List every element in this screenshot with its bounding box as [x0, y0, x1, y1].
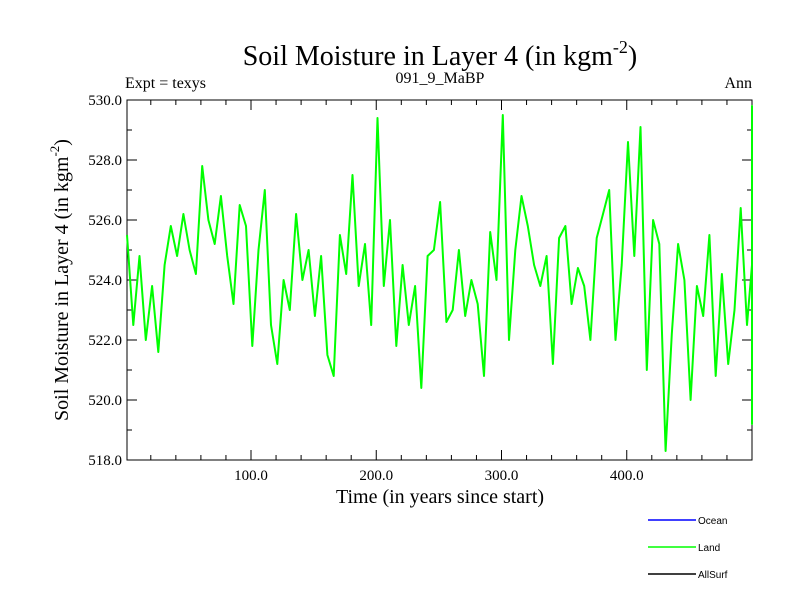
x-tick-label: 100.0 [234, 468, 268, 484]
chart-title: Soil Moisture in Layer 4 (in kgm-2) [243, 37, 638, 72]
y-tick-label: 518.0 [88, 453, 122, 469]
season-label: Ann [724, 75, 752, 92]
x-tick-label: 300.0 [485, 468, 519, 484]
series-line-land [126, 105, 753, 452]
run-label: 091_9_MaBP [396, 70, 485, 87]
y-tick-label: 522.0 [88, 333, 122, 349]
x-tick-label: 400.0 [610, 468, 644, 484]
legend-label-ocean: Ocean [698, 516, 727, 527]
y-axis: 518.0 520.0 522.0 524.0 526.0 528.0 530.0 [88, 93, 752, 469]
x-tick-label: 200.0 [359, 468, 393, 484]
legend-label-land: Land [698, 543, 720, 554]
legend: Ocean Land AllSurf [648, 516, 728, 581]
y-tick-label: 528.0 [88, 153, 122, 169]
y-tick-label: 526.0 [88, 213, 122, 229]
y-axis-label: Soil Moisture in Layer 4 (in kgm-2) [47, 139, 73, 421]
experiment-label: Expt = texys [125, 75, 206, 92]
plot-frame [126, 99, 753, 461]
y-tick-label: 520.0 [88, 393, 122, 409]
x-axis: 100.0 200.0 300.0 400.0 [150, 100, 728, 484]
series-layer [126, 105, 753, 452]
y-tick-label: 524.0 [88, 273, 122, 289]
x-axis-label: Time (in years since start) [336, 486, 544, 508]
y-tick-label: 530.0 [88, 93, 122, 109]
legend-label-allsurf: AllSurf [698, 570, 728, 581]
